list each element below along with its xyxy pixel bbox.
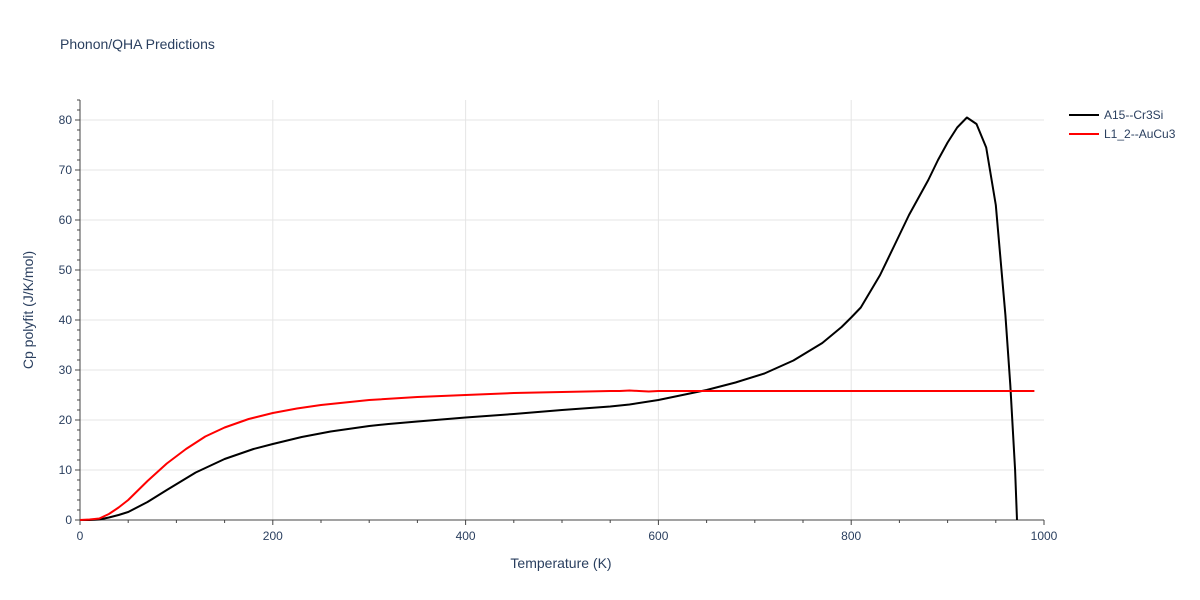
y-tick-label: 10 [59, 463, 73, 477]
legend[interactable]: A15--Cr3Si L1_2--AuCu3 [1069, 108, 1176, 141]
y-tick-label: 0 [65, 513, 72, 527]
x-tick-label: 1000 [1031, 529, 1058, 543]
legend-label: L1_2--AuCu3 [1104, 127, 1176, 141]
legend-label: A15--Cr3Si [1104, 108, 1163, 122]
x-tick-label: 200 [263, 529, 283, 543]
legend-item[interactable]: A15--Cr3Si [1069, 108, 1163, 122]
x-tick-label: 800 [841, 529, 861, 543]
y-tick-label: 60 [59, 213, 73, 227]
series-line-0 [80, 116, 1018, 521]
y-tick-label: 40 [59, 313, 73, 327]
y-tick-label: 50 [59, 263, 73, 277]
y-tick-label: 80 [59, 113, 73, 127]
y-axis-title: Cp polyfit (J/K/mol) [20, 251, 36, 369]
x-axis-title: Temperature (K) [510, 555, 611, 571]
x-tick-label: 0 [77, 529, 84, 543]
y-tick-label: 20 [59, 413, 73, 427]
chart-title: Phonon/QHA Predictions [60, 36, 215, 52]
x-axis: 0 200 400 600 800 1000 [77, 519, 1058, 543]
x-tick-label: 600 [648, 529, 668, 543]
grid-lines [80, 100, 1044, 520]
legend-item[interactable]: L1_2--AuCu3 [1069, 127, 1176, 141]
y-axis: 0 10 20 30 40 50 60 70 80 [59, 99, 81, 527]
series-line-1 [79, 389, 1035, 521]
y-tick-label: 70 [59, 163, 73, 177]
x-tick-label: 400 [456, 529, 476, 543]
series-layer [79, 116, 1035, 521]
y-tick-label: 30 [59, 363, 73, 377]
